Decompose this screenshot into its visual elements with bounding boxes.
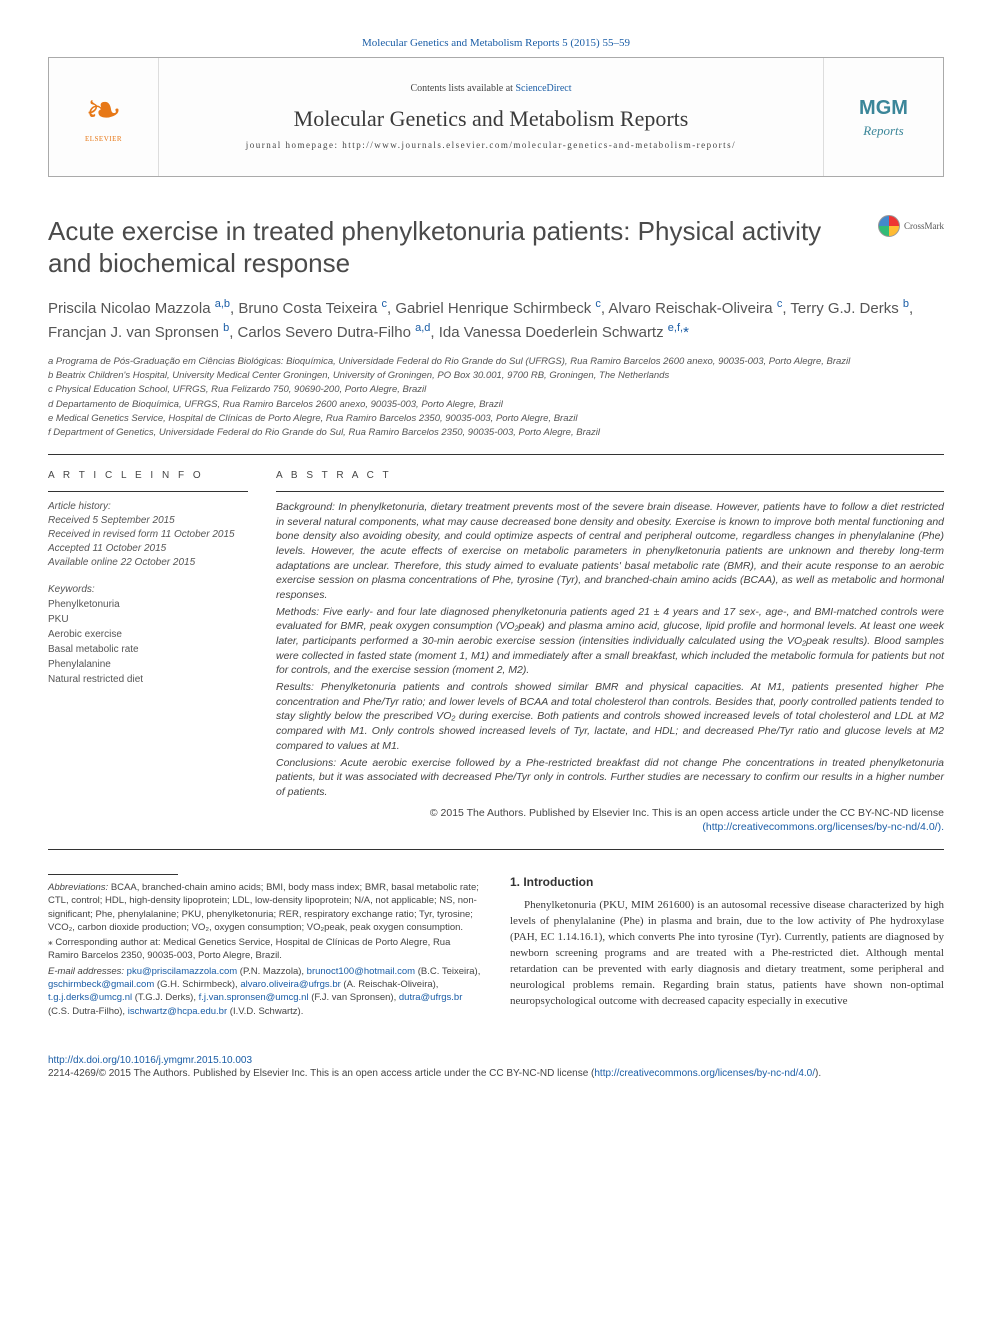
doi-block: http://dx.doi.org/10.1016/j.ymgmr.2015.1…: [48, 1054, 944, 1081]
affiliation-item: d Departamento de Bioquímica, UFRGS, Rua…: [48, 398, 944, 412]
journal-cover-box: MGM Reports: [823, 58, 943, 176]
keyword-item: Phenylketonuria: [48, 597, 248, 612]
history-online: Available online 22 October 2015: [48, 556, 248, 570]
crossmark-badge[interactable]: CrossMark: [878, 215, 944, 237]
elsevier-tree-icon: ❧: [85, 89, 122, 133]
journal-homepage: journal homepage: http://www.journals.el…: [246, 139, 736, 151]
elsevier-logo: ❧ ELSEVIER: [69, 73, 139, 161]
section-1-body: Phenylketonuria (PKU, MIM 261600) is an …: [510, 898, 944, 1010]
email-link[interactable]: f.j.van.spronsen@umcg.nl: [199, 992, 309, 1003]
contents-line: Contents lists available at ScienceDirec…: [410, 82, 571, 96]
crossmark-label: CrossMark: [904, 220, 944, 232]
email-list: E-mail addresses: pku@priscilamazzola.co…: [48, 965, 482, 1018]
crossmark-icon: [878, 215, 900, 237]
abbreviations: Abbreviations: BCAA, branched-chain amin…: [48, 881, 482, 934]
issn-line: 2214-4269/© 2015 The Authors. Published …: [48, 1068, 594, 1079]
affiliation-item: b Beatrix Children's Hospital, Universit…: [48, 369, 944, 383]
author-list: Priscila Nicolao Mazzola a,b, Bruno Cost…: [48, 296, 944, 345]
email-link[interactable]: brunoct100@hotmail.com: [307, 966, 415, 977]
article-title: Acute exercise in treated phenylketonuri…: [48, 215, 858, 280]
affiliation-item: f Department of Genetics, Universidade F…: [48, 426, 944, 440]
abstract-head: A B S T R A C T: [276, 469, 944, 483]
history-accepted: Accepted 11 October 2015: [48, 542, 248, 556]
issue-citation: Molecular Genetics and Metabolism Report…: [48, 36, 944, 51]
abstract-body: Background: In phenylketonuria, dietary …: [276, 500, 944, 835]
copyright-line: © 2015 The Authors. Published by Elsevie…: [430, 807, 944, 819]
keywords-list: PhenylketonuriaPKUAerobic exerciseBasal …: [48, 597, 248, 687]
info-rule: [48, 491, 248, 492]
section-1-head: 1. Introduction: [510, 874, 944, 890]
affiliation-item: e Medical Genetics Service, Hospital de …: [48, 412, 944, 426]
abstract-background: Background: In phenylketonuria, dietary …: [276, 500, 944, 603]
email-link[interactable]: gschirmbeck@gmail.com: [48, 979, 154, 990]
mgm-logo-bottom: Reports: [859, 122, 908, 140]
keyword-item: Phenylalanine: [48, 657, 248, 672]
footnote-rule: [48, 874, 178, 875]
keyword-item: Basal metabolic rate: [48, 642, 248, 657]
history-label: Article history:: [48, 500, 248, 514]
email-link[interactable]: alvaro.oliveira@ufrgs.br: [240, 979, 340, 990]
keywords-block: Keywords: PhenylketonuriaPKUAerobic exer…: [48, 582, 248, 687]
keywords-label: Keywords:: [48, 582, 248, 597]
affiliation-list: a Programa de Pós-Graduação em Ciências …: [48, 355, 944, 441]
keyword-item: Natural restricted diet: [48, 672, 248, 687]
issn-license-link[interactable]: http://creativecommons.org/licenses/by-n…: [594, 1068, 815, 1079]
keyword-item: Aerobic exercise: [48, 627, 248, 642]
abstract-rule: [276, 491, 944, 492]
issn-tail: ).: [815, 1068, 821, 1079]
email-link[interactable]: pku@priscilamazzola.com: [127, 966, 237, 977]
publisher-logo-box: ❧ ELSEVIER: [49, 58, 159, 176]
masthead: ❧ ELSEVIER Contents lists available at S…: [48, 57, 944, 177]
abstract-conclusions: Conclusions: Acute aerobic exercise foll…: [276, 756, 944, 800]
rule-mid: [48, 849, 944, 850]
elsevier-text: ELSEVIER: [85, 135, 122, 144]
corresponding-author: ⁎ Corresponding author at: Medical Genet…: [48, 936, 482, 963]
email-link[interactable]: t.g.j.derks@umcg.nl: [48, 992, 132, 1003]
affiliation-item: c Physical Education School, UFRGS, Rua …: [48, 383, 944, 397]
doi-link[interactable]: http://dx.doi.org/10.1016/j.ymgmr.2015.1…: [48, 1055, 252, 1066]
journal-name: Molecular Genetics and Metabolism Report…: [294, 104, 689, 134]
article-history: Article history: Received 5 September 20…: [48, 500, 248, 570]
abstract-results: Results: Phenylketonuria patients and co…: [276, 680, 944, 753]
mgm-logo-top: MGM: [859, 95, 908, 122]
email-link[interactable]: ischwartz@hcpa.edu.br: [128, 1006, 227, 1017]
footnotes: Abbreviations: BCAA, branched-chain amin…: [48, 881, 482, 1018]
mgm-logo: MGM Reports: [859, 95, 908, 140]
email-link[interactable]: dutra@ufrgs.br: [399, 992, 463, 1003]
history-revised: Received in revised form 11 October 2015: [48, 528, 248, 542]
article-info-head: A R T I C L E I N F O: [48, 469, 248, 483]
abstract-methods: Methods: Five early- and four late diagn…: [276, 605, 944, 678]
rule-top: [48, 454, 944, 455]
affiliation-item: a Programa de Pós-Graduação em Ciências …: [48, 355, 944, 369]
sciencedirect-link[interactable]: ScienceDirect: [515, 83, 571, 94]
issue-citation-link[interactable]: Molecular Genetics and Metabolism Report…: [362, 37, 630, 49]
keyword-item: PKU: [48, 612, 248, 627]
license-link[interactable]: (http://creativecommons.org/licenses/by-…: [702, 821, 944, 833]
history-received: Received 5 September 2015: [48, 514, 248, 528]
